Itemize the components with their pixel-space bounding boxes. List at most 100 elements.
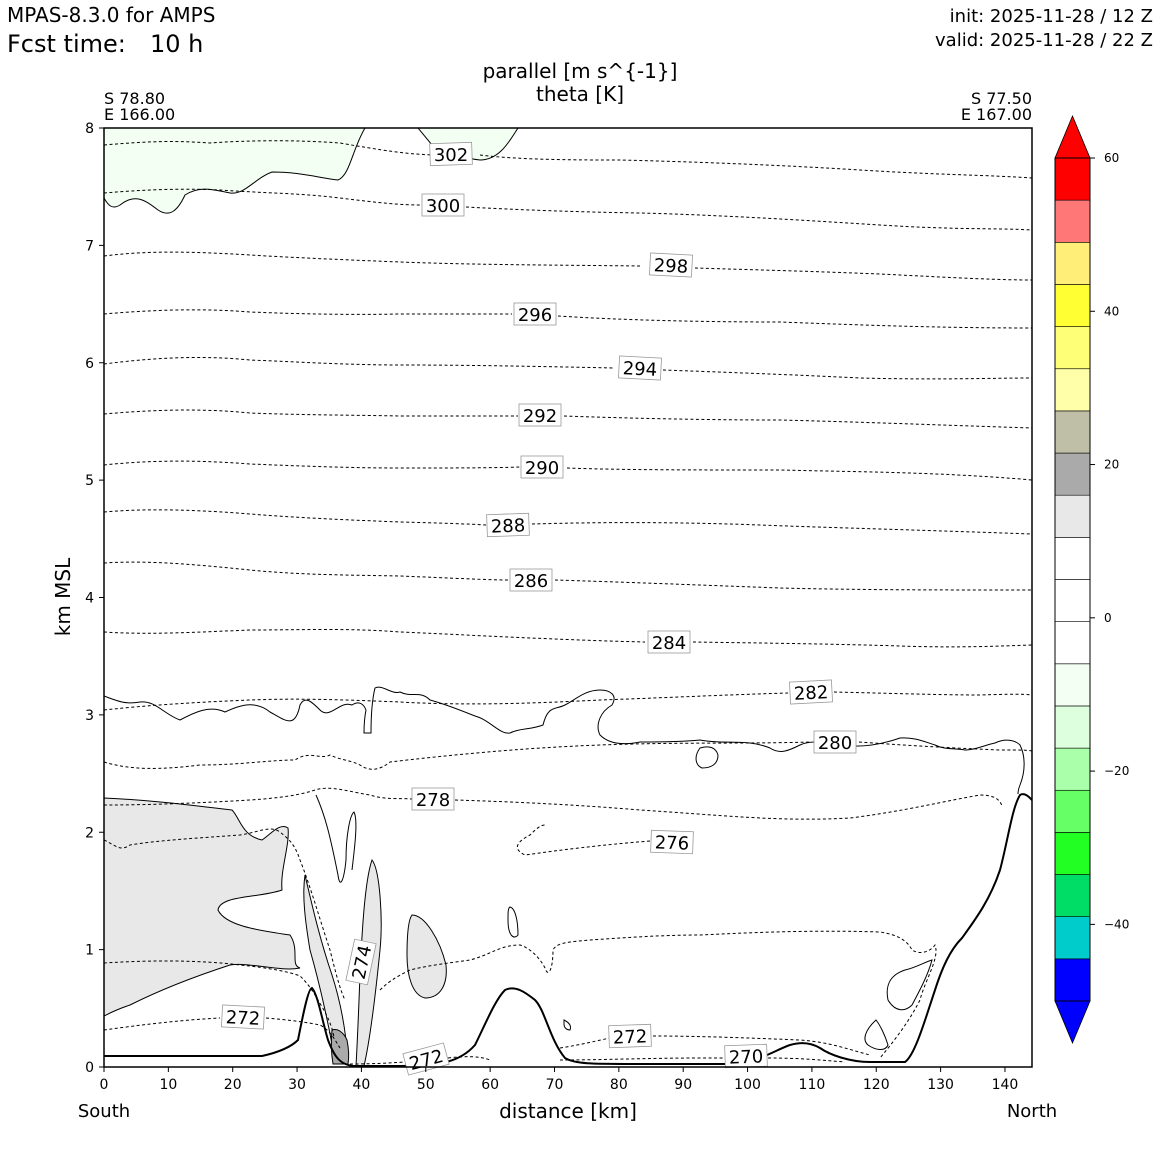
- theta-label-276-text: 276: [654, 832, 689, 854]
- colorbar-segment: [1054, 368, 1091, 412]
- theta-label-302-text: 302: [434, 145, 468, 166]
- theta-label-272: 272: [221, 1004, 265, 1030]
- colorbar-tick-label: 20: [1104, 458, 1119, 472]
- right-point-lon: E 167.00: [961, 105, 1032, 124]
- theta-contour-300: [104, 188, 1032, 231]
- theta-label-286: 286: [509, 568, 553, 592]
- x-tick-label: 90: [674, 1077, 692, 1093]
- wind-shading: [104, 128, 519, 1067]
- colorbar-segment: [1054, 874, 1091, 917]
- y-tick-label: 6: [85, 356, 94, 372]
- theta-label-298-text: 298: [653, 255, 688, 278]
- theta-contour-272-right: [559, 1035, 871, 1056]
- colorbar-tick-label: −20: [1104, 764, 1129, 778]
- y-tick-label: 7: [85, 238, 94, 254]
- chart-title-line1: parallel [m s^{-1}]: [483, 59, 678, 83]
- y-tick-label: 0: [85, 1060, 94, 1076]
- theta-label-284-text: 284: [652, 633, 686, 654]
- wind-contour-line: [864, 1019, 889, 1050]
- valid-time: valid: 2025-11-28 / 22 Z: [935, 30, 1153, 51]
- x-tick-label: 130: [927, 1077, 954, 1093]
- theta-label-288: 288: [486, 512, 530, 538]
- theta-label-300: 300: [421, 193, 465, 217]
- y-tick-label: 2: [85, 825, 94, 841]
- x-tick-label: 60: [481, 1077, 499, 1093]
- wind-contour-line: [104, 686, 1025, 795]
- theta-label-284: 284: [647, 630, 691, 654]
- chart-title-line2: theta [K]: [536, 82, 624, 106]
- x-tick-label: 20: [224, 1077, 242, 1093]
- x-axis: 0 10 20 30 40 50 60 70 80 90 100 110 120 130 140: [100, 1067, 1019, 1093]
- x-tick-label: 0: [100, 1077, 109, 1093]
- theta-label-278: 278: [411, 787, 455, 811]
- y-tick-label: 3: [85, 708, 94, 724]
- x-tick-label: 50: [417, 1077, 435, 1093]
- colorbar-tick-label: −40: [1104, 917, 1129, 931]
- theta-label-294-text: 294: [622, 358, 657, 381]
- theta-contour-278: [104, 787, 1003, 820]
- theta-contour-276: [104, 824, 937, 1059]
- theta-contour-296: [104, 309, 1032, 329]
- theta-label-270: 270: [724, 1043, 768, 1069]
- theta-contour-302: [104, 140, 1032, 179]
- theta-label-280: 280: [813, 730, 857, 754]
- colorbar-frame: [1054, 157, 1091, 1002]
- x-tick-label: 140: [992, 1077, 1019, 1093]
- theta-label-278-text: 278: [416, 790, 450, 811]
- theta-label-272: 272: [608, 1023, 652, 1049]
- colorbar-tick-label: 0: [1104, 611, 1112, 625]
- theta-label-296-text: 296: [518, 305, 552, 326]
- right-point-lat: S 77.50: [971, 89, 1032, 108]
- theta-label-272-text: 272: [225, 1007, 260, 1030]
- shading-light-gray-region: [104, 797, 301, 1017]
- colorbar-segment: [1054, 789, 1091, 833]
- theta-label-280-text: 280: [818, 733, 852, 754]
- theta-contour-288: [104, 509, 1032, 535]
- y-axis-label: km MSL: [51, 557, 75, 636]
- theta-contour-274: [104, 960, 335, 1039]
- x-tick-label: 30: [288, 1077, 306, 1093]
- left-point-lat: S 78.80: [104, 89, 165, 108]
- theta-label-300-text: 300: [426, 196, 460, 217]
- model-title: MPAS-8.3.0 for AMPS: [7, 3, 215, 27]
- colorbar-segment: [1054, 958, 1091, 1002]
- theta-label-290-text: 290: [525, 458, 559, 479]
- theta-contour-272-bottom: [349, 1056, 491, 1065]
- theta-contour-282: [104, 691, 1032, 711]
- theta-contour-294: [104, 356, 1032, 380]
- theta-label-294: 294: [618, 355, 662, 381]
- theta-contours: [104, 140, 1032, 1065]
- theta-label-292-text: 292: [523, 406, 557, 427]
- colorbar-tick-label: 40: [1104, 304, 1119, 318]
- theta-label-288-text: 288: [491, 515, 526, 537]
- colorbar-segment: [1054, 157, 1091, 201]
- colorbar-segment: [1054, 284, 1091, 327]
- colorbar-segment: [1054, 242, 1091, 285]
- y-axis: 0 1 2 3 4 5 6 7 8: [85, 121, 104, 1076]
- wind-contour-line: [886, 959, 933, 1011]
- left-point-lon: E 166.00: [104, 105, 175, 124]
- colorbar-segment: [1054, 494, 1091, 538]
- colorbar-segment: [1054, 579, 1091, 622]
- colorbar-segment: [1054, 326, 1091, 370]
- shading-light-green-region: [104, 128, 366, 214]
- theta-label-276: 276: [650, 829, 694, 855]
- colorbar-segment: [1054, 452, 1091, 496]
- theta-labels: 302 300 298 296 294 292 290 288: [221, 141, 857, 1076]
- theta-label-282-text: 282: [793, 682, 828, 705]
- colorbar-segment: [1054, 832, 1091, 875]
- x-tick-label: 10: [159, 1077, 177, 1093]
- shading-light-gray-region: [406, 914, 447, 999]
- theta-label-290: 290: [520, 455, 564, 479]
- wind-contour-line: [507, 906, 519, 938]
- x-tick-label: 80: [610, 1077, 628, 1093]
- y-tick-label: 1: [85, 943, 94, 959]
- fcst-time-value: 10 h: [150, 30, 203, 58]
- theta-label-282: 282: [789, 679, 833, 705]
- theta-contour-298: [104, 251, 1032, 281]
- wind-contour-line: [563, 1019, 571, 1031]
- colorbar-extend-low: [1054, 1000, 1091, 1045]
- north-label: North: [1007, 1101, 1057, 1122]
